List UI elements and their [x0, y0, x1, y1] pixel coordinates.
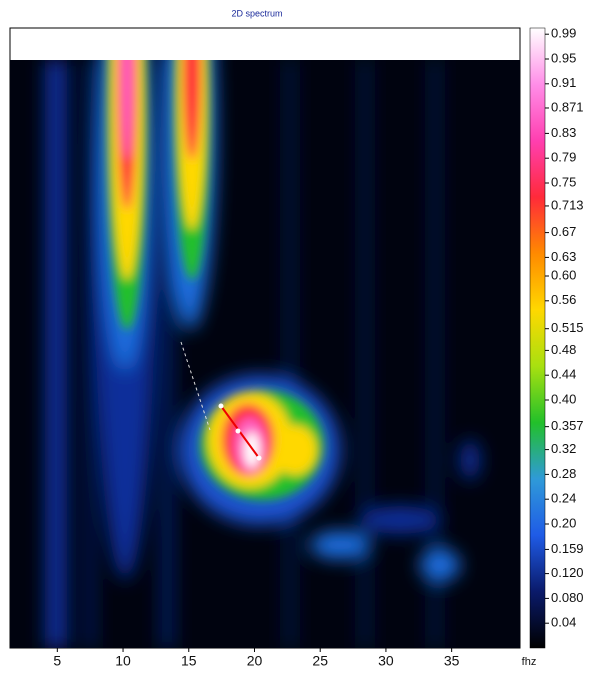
colorbar-tick-label: 0.713	[551, 197, 584, 212]
colorbar-tick-label: 0.75	[551, 174, 576, 189]
colorbar-tick-label: 0.24	[551, 491, 576, 506]
chart-title: 2D spectrum	[231, 8, 282, 18]
colorbar-tick-label: 0.20	[551, 515, 576, 530]
colorbar-tick-label: 0.159	[551, 541, 584, 556]
colorbar-tick-label: 0.080	[551, 590, 584, 605]
x-tick-label: 25	[312, 653, 328, 669]
colorbar-tick-label: 0.63	[551, 249, 576, 264]
x-axis-label: fhz	[522, 656, 537, 668]
colorbar-tick-label: 0.515	[551, 320, 584, 335]
colorbar-tick-label: 0.48	[551, 342, 576, 357]
colorbar-tick-label: 0.04	[551, 615, 576, 630]
colorbar-tick-label: 0.99	[551, 26, 576, 41]
colorbar-tick-label: 0.60	[551, 267, 576, 282]
colorbar-tick-label: 0.95	[551, 50, 576, 65]
x-tick-label: 15	[181, 653, 197, 669]
colorbar-tick-label: 0.28	[551, 466, 576, 481]
colorbar-tick-label: 0.871	[551, 99, 584, 114]
colorbar-tick-label: 0.32	[551, 441, 576, 456]
heatmap-image	[10, 60, 520, 648]
colorbar-tick-label: 0.357	[551, 418, 584, 433]
x-tick-label: 30	[378, 653, 394, 669]
colorbar-tick-label: 0.40	[551, 391, 576, 406]
colorbar-tick-label: 0.56	[551, 292, 576, 307]
colorbar-tick-label: 0.67	[551, 224, 576, 239]
colorbar	[529, 27, 546, 649]
colorbar-tick-label: 0.83	[551, 125, 576, 140]
colorbar-tick-label: 0.44	[551, 367, 576, 382]
x-tick-label: 10	[115, 653, 131, 669]
colorbar-tick-label: 0.120	[551, 565, 584, 580]
x-tick-label: 5	[53, 653, 61, 669]
x-tick-label: 35	[444, 653, 460, 669]
x-tick-label: 20	[247, 653, 263, 669]
colorbar-tick-label: 0.91	[551, 75, 576, 90]
colorbar-tick-label: 0.79	[551, 150, 576, 165]
